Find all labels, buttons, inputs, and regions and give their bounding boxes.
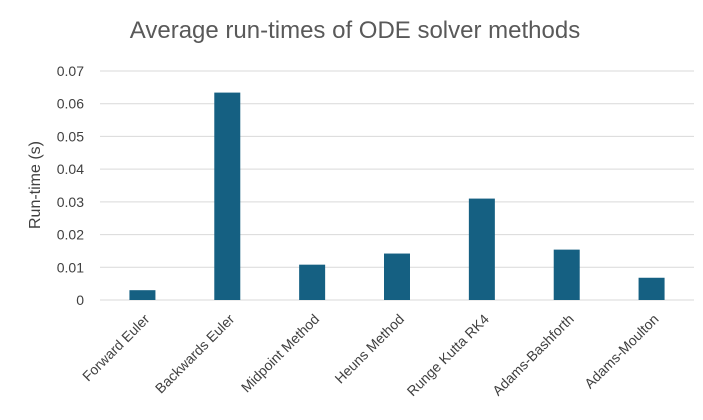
bar-adams-bashforth <box>553 249 580 300</box>
y-tick-label: 0.07 <box>57 63 84 79</box>
x-tick-label: Midpoint Method <box>238 311 323 396</box>
x-tick-label: Runge Kutta RK4 <box>404 311 493 400</box>
x-tick-label: Heuns Method <box>331 311 407 387</box>
x-axis-ticks: Forward Euler Backwards Euler Midpoint Met… <box>79 311 662 400</box>
bar-forward-euler <box>129 290 156 300</box>
x-tick-label: Forward Euler <box>79 311 153 385</box>
x-tick-label: Backwards Euler <box>152 311 238 397</box>
bar-midpoint-method <box>299 264 326 300</box>
bar-backwards-euler <box>214 92 241 300</box>
y-axis-label: Run-time (s) <box>27 141 44 229</box>
y-tick-label: 0.05 <box>57 128 84 144</box>
chart-title: Average run-times of ODE solver methods <box>130 17 580 44</box>
x-tick-label: Adams-Moulton <box>581 311 662 392</box>
y-tick-label: 0.06 <box>57 96 84 112</box>
bar-runge-kutta-rk4 <box>468 198 495 300</box>
bar-heuns-method <box>384 253 410 300</box>
bar-adams-moulton <box>638 277 665 300</box>
gridlines <box>100 70 694 301</box>
y-tick-label: 0.04 <box>57 161 84 177</box>
bars <box>129 92 665 300</box>
x-tick-label: Adams-Bashforth <box>489 311 577 399</box>
y-tick-label: 0.03 <box>57 194 84 210</box>
y-tick-label: 0 <box>76 292 84 308</box>
y-axis-ticks: 0 0.01 0.02 0.03 0.04 0.05 0.06 0.07 <box>57 63 84 308</box>
y-tick-label: 0.02 <box>57 227 84 243</box>
y-tick-label: 0.01 <box>57 259 84 275</box>
